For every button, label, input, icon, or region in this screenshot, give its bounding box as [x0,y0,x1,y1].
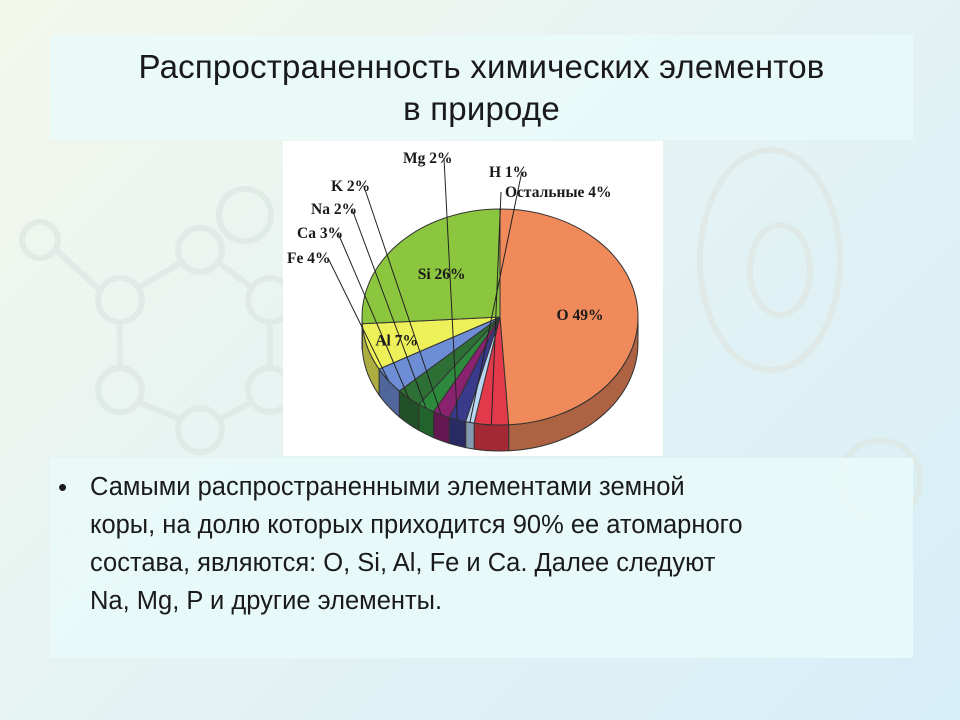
pie-label-mg-2: Mg 2% [403,150,453,167]
slide-title-line-2: в природе [403,89,560,127]
pie-leader-mg-2 [443,157,458,420]
bullet-text: Самыми распространенными элементами земн… [90,468,890,620]
pie-label-остальные-4: Остальные 4% [505,184,612,201]
pie-leader-k-2 [363,185,442,415]
pie-side-остальные-4 [473,422,510,452]
pie-chart: O 49% Остальные 4% H 1% Mg 2% K 2% Na 2% Ca 3%… [287,150,639,452]
pie-leader-ca-3 [337,232,410,399]
pie-label-na-2: Na 2% [311,201,357,218]
pie-label-fe-4: Fe 4% [287,250,330,267]
pie-label-h-1: H 1% [489,164,528,181]
slide-title-line-1: Распространенность химических элементов [138,47,825,85]
bullet-line-3: состава, являются: O, Si, Al, Fe и Ca. Д… [90,549,716,577]
bullet-dot: • [58,472,68,502]
pie-label-ca-3: Ca 3% [297,225,343,242]
pie-chart-panel: O 49% Остальные 4% H 1% Mg 2% K 2% Na 2% Ca 3%… [283,141,663,456]
pie-label-o-49: O 49% [557,307,604,324]
pie-side-mg-2 [448,416,467,449]
pie-leader-остальные-4 [490,191,502,425]
text-panel: • Самыми распространенными элементами зе… [50,458,913,658]
pie-slice-si-26 [361,208,501,325]
pie-slice-o-49 [499,208,639,426]
bullet-line-4: Na, Mg, P и другие элементы. [90,587,443,615]
bullet-line-2: коры, на долю которых приходится 90% ее … [90,511,743,539]
pie-leader-fe-4 [327,257,389,381]
pie-leader-na-2 [351,208,427,409]
pie-leader-h-1 [469,171,523,423]
title-panel: Распространенность химических элементов … [50,35,913,140]
bullet-line-1: Самыми распространенными элементами земн… [90,473,685,501]
pie-side-h-1 [465,420,475,450]
pie-label-al-7: Al 7% [375,333,418,350]
pie-label-k-2: K 2% [331,178,370,195]
pie-label-si-26: Si 26% [418,266,466,283]
